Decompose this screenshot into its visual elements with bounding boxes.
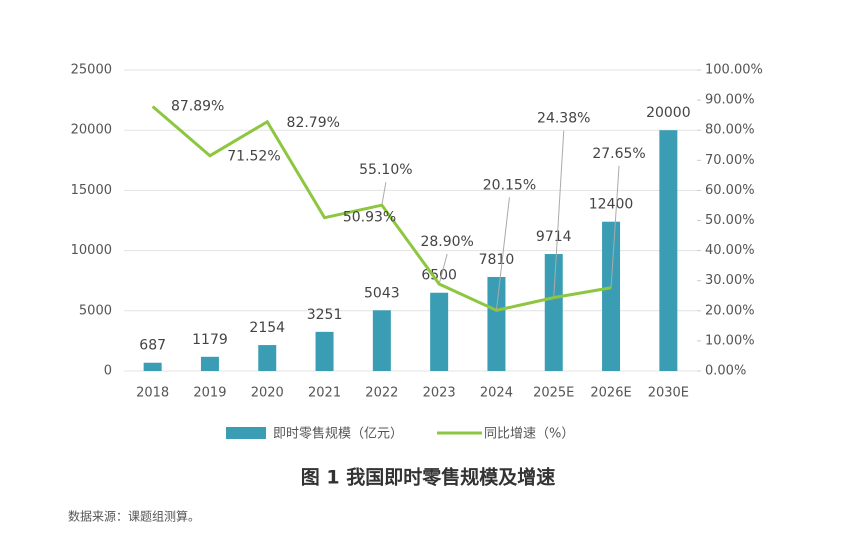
leader-line [381, 182, 387, 206]
y-tick-label: 5000 [79, 303, 112, 318]
y-tick-label: 10000 [71, 243, 112, 258]
bar-value-label: 3251 [307, 307, 343, 323]
x-tick-label: 2025E [533, 386, 574, 401]
y-tick-label: 25000 [71, 63, 112, 78]
source-note: 数据来源：课题组测算。 [68, 509, 200, 524]
x-tick-label: 2022 [365, 386, 398, 401]
line-value-label: 71.52% [227, 149, 280, 165]
bar [659, 130, 678, 371]
legend-label: 即时零售规模（亿元） [273, 426, 403, 442]
bar-value-label: 9714 [536, 229, 572, 245]
y2-tick-label: 0.00% [705, 364, 746, 379]
bar-value-label: 6500 [421, 268, 457, 284]
bar [487, 276, 506, 371]
bar [200, 356, 219, 371]
chart-title: 图 1 我国即时零售规模及增速 [301, 466, 555, 489]
bar-value-label: 1179 [192, 332, 228, 348]
y-tick-label: 20000 [71, 123, 112, 138]
line-value-label: 28.90% [420, 234, 473, 250]
y2-tick-label: 30.00% [705, 273, 755, 288]
line-value-label: 24.38% [537, 111, 590, 127]
y2-tick-label: 40.00% [705, 243, 755, 258]
leader-line [495, 197, 510, 311]
bar-value-label: 12400 [589, 197, 634, 213]
line-value-label: 82.79% [287, 115, 340, 131]
bar [143, 362, 162, 371]
y2-tick-label: 20.00% [705, 303, 755, 318]
bar-value-label: 687 [139, 338, 166, 354]
y2-tick-label: 60.00% [705, 183, 755, 198]
legend-swatch [226, 427, 266, 439]
y2-tick-label: 90.00% [705, 93, 755, 108]
bar-value-label: 7810 [479, 252, 515, 268]
line-value-label: 27.65% [592, 146, 645, 162]
bar [602, 221, 621, 371]
x-tick-label: 2026E [590, 386, 631, 401]
y2-tick-label: 100.00% [705, 63, 763, 78]
y-tick-label: 15000 [71, 183, 112, 198]
y2-tick-label: 70.00% [705, 153, 755, 168]
line-value-label: 87.89% [171, 98, 224, 114]
bar-value-label: 20000 [646, 105, 691, 121]
line-value-label: 20.15% [483, 177, 536, 193]
x-tick-label: 2020 [251, 386, 284, 401]
leader-line [438, 253, 448, 285]
bar-value-label: 5043 [364, 285, 400, 301]
x-tick-label: 2023 [423, 386, 456, 401]
y2-tick-label: 80.00% [705, 123, 755, 138]
line-value-label: 55.10% [359, 162, 412, 178]
bar [258, 345, 277, 371]
bar [544, 254, 563, 371]
y2-tick-label: 50.00% [705, 213, 755, 228]
x-tick-label: 2021 [308, 386, 341, 401]
x-tick-label: 2024 [480, 386, 513, 401]
bar-value-label: 2154 [249, 320, 285, 336]
leader-line [610, 165, 620, 288]
bar [372, 310, 391, 371]
line [151, 105, 612, 312]
x-tick-label: 2018 [136, 386, 169, 401]
line-value-label: 50.93% [343, 210, 396, 226]
leader-line [553, 130, 565, 298]
bar [315, 331, 334, 371]
x-tick-label: 2030E [648, 386, 689, 401]
bar [430, 292, 449, 371]
y-tick-label: 0 [104, 364, 112, 379]
y2-tick-label: 10.00% [705, 333, 755, 348]
x-tick-label: 2019 [193, 386, 226, 401]
legend-label: 同比增速（%） [484, 427, 574, 442]
